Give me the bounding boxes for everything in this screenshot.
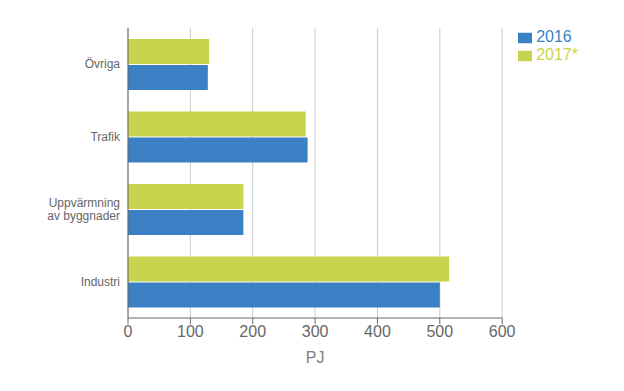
svg-text:PJ: PJ bbox=[306, 349, 325, 366]
svg-text:100: 100 bbox=[177, 323, 204, 340]
svg-text:500: 500 bbox=[426, 323, 453, 340]
svg-text:200: 200 bbox=[239, 323, 266, 340]
svg-text:600: 600 bbox=[489, 323, 516, 340]
svg-text:400: 400 bbox=[364, 323, 391, 340]
html-text:2016: 2016 bbox=[536, 28, 572, 45]
svg-text:Övriga: Övriga bbox=[85, 57, 121, 71]
html-text:2017*: 2017* bbox=[536, 46, 578, 63]
svg-text:Uppvärmningav byggnader: Uppvärmningav byggnader bbox=[47, 196, 120, 223]
svg-text:0: 0 bbox=[124, 323, 133, 340]
svg-text:Trafik: Trafik bbox=[90, 130, 121, 144]
svg-text:300: 300 bbox=[302, 323, 329, 340]
svg-text:Industri: Industri bbox=[81, 275, 120, 289]
